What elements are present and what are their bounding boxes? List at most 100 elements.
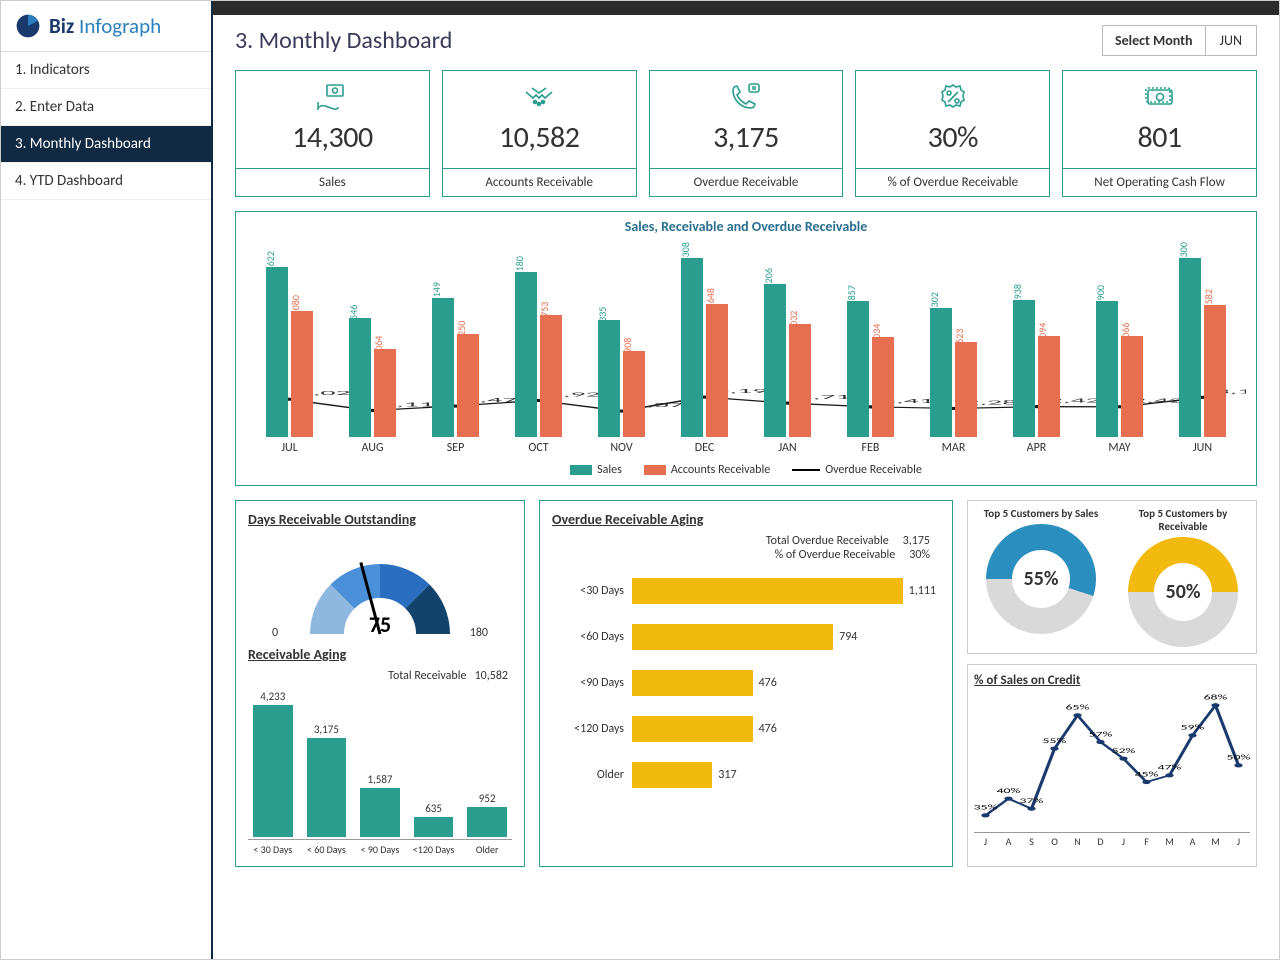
bar-ar: 10,080: [291, 311, 313, 437]
od-value: 476: [759, 722, 777, 736]
bar-ar: 8,034: [872, 337, 894, 437]
ra-bar: [360, 788, 400, 837]
soc-tick: D: [1089, 833, 1112, 848]
bar-sales: 10,857: [847, 301, 869, 437]
bar-ar: 7,064: [374, 349, 396, 437]
bar-ar: 8,250: [457, 334, 479, 437]
handshake-icon: [451, 81, 628, 113]
soc-tick: S: [1020, 833, 1043, 848]
bar-ar: 8,066: [1121, 336, 1143, 437]
ra-tick: <120 Days: [409, 840, 459, 856]
ra-col: 3,175: [302, 723, 352, 837]
month-selector[interactable]: Select Month JUN: [1102, 25, 1257, 56]
kpi-label: Overdue Receivable: [650, 168, 843, 196]
kpi-row: 14,300Sales10,582Accounts Receivable3,17…: [235, 70, 1257, 197]
soc-tick: N: [1066, 833, 1089, 848]
x-tick: JUN: [1165, 441, 1240, 455]
x-tick: APR: [999, 441, 1074, 455]
nav-item[interactable]: 1. Indicators: [1, 52, 211, 89]
od-label: <90 Days: [556, 676, 624, 690]
svg-text:55%: 55%: [1043, 737, 1067, 745]
x-tick: NOV: [584, 441, 659, 455]
phone-icon: [658, 81, 835, 113]
month-selector-label: Select Month: [1103, 26, 1206, 55]
x-tick: JAN: [750, 441, 825, 455]
od-value: 794: [839, 630, 857, 644]
soc-tick: J: [1227, 833, 1250, 848]
nav-item[interactable]: 4. YTD Dashboard: [1, 163, 211, 200]
ra-value: 1,587: [367, 773, 392, 786]
soc-tick: M: [1158, 833, 1181, 848]
bar-ar: 9,032: [789, 324, 811, 437]
kpi-card: 30%% of Overdue Receivable: [855, 70, 1050, 197]
kpi-label: Accounts Receivable: [443, 168, 636, 196]
soc-tick: A: [1181, 833, 1204, 848]
ra-col: 952: [462, 792, 512, 837]
ra-col: 1,587: [355, 773, 405, 837]
ra-value: 4,233: [260, 690, 285, 703]
money-hand-icon: [244, 81, 421, 113]
od-title: Overdue Receivable Aging: [552, 511, 940, 528]
svg-text:75: 75: [369, 611, 391, 638]
x-tick: MAY: [1082, 441, 1157, 455]
svg-text:40%: 40%: [997, 787, 1021, 795]
donut-receivable: Top 5 Customers by Receivable 50%: [1116, 507, 1250, 647]
od-row: <120 Days476: [556, 716, 936, 742]
main-chart-title: Sales, Receivable and Overdue Receivable: [246, 218, 1246, 235]
od-row: <30 Days 1,111: [556, 578, 936, 604]
od-label: <30 Days: [556, 584, 624, 598]
top5-panel: Top 5 Customers by Sales 55% Top 5 Custo…: [967, 500, 1257, 654]
bar-sales: 9,546: [349, 318, 371, 437]
nav-item[interactable]: 3. Monthly Dashboard: [1, 126, 211, 163]
soc-tick: F: [1135, 833, 1158, 848]
x-tick: DEC: [667, 441, 742, 455]
od-value: 476: [759, 676, 777, 690]
ra-x-axis: < 30 Days< 60 Days< 90 Days<120 DaysOlde…: [248, 839, 512, 856]
od-value: 1,111: [909, 584, 936, 598]
donut-sales-title: Top 5 Customers by Sales: [974, 507, 1108, 520]
od-label: <60 Days: [556, 630, 624, 644]
soc-tick: J: [974, 833, 997, 848]
od-bar: [632, 670, 753, 696]
ra-bar: [414, 817, 454, 837]
svg-text:37%: 37%: [1020, 797, 1044, 805]
month-group: 10,900 8,066: [1082, 301, 1157, 437]
kpi-value: 801: [1071, 119, 1248, 156]
x-axis: JULAUGSEPOCTNOVDECJANFEBMARAPRMAYJUN: [246, 437, 1246, 455]
od-row: Older317: [556, 762, 936, 788]
bar-ar: 8,094: [1038, 336, 1060, 437]
ra-tick: Older: [462, 840, 512, 856]
month-group: 14,300 10,582: [1165, 258, 1240, 437]
x-tick: MAR: [916, 441, 991, 455]
month-group: 10,857 8,034: [833, 301, 908, 437]
month-selector-value[interactable]: JUN: [1206, 26, 1256, 55]
logo: Biz Infograph: [1, 1, 211, 52]
ra-tick: < 30 Days: [248, 840, 298, 856]
ra-total: Total Receivable 10,582: [248, 669, 512, 683]
nav: 1. Indicators2. Enter Data3. Monthly Das…: [1, 52, 211, 200]
bar-sales: 11,149: [432, 298, 454, 437]
ra-tick: < 60 Days: [302, 840, 352, 856]
svg-text:68%: 68%: [1204, 694, 1228, 702]
x-tick: OCT: [501, 441, 576, 455]
nav-item[interactable]: 2. Enter Data: [1, 89, 211, 126]
bar-ar: 9,753: [540, 315, 562, 437]
bar-sales: 12,206: [764, 284, 786, 437]
kpi-label: % of Overdue Receivable: [856, 168, 1049, 196]
sidebar: Biz Infograph 1. Indicators2. Enter Data…: [1, 1, 213, 959]
od-summary-row: Total Overdue Receivable3,175: [552, 534, 930, 548]
main-chart: Sales, Receivable and Overdue Receivable…: [235, 211, 1257, 486]
ra-bar: [253, 705, 293, 837]
bar-ar: 10,582: [1204, 305, 1226, 437]
bar-sales: 10,302: [930, 308, 952, 437]
month-group: 14,308 10,648: [667, 258, 742, 437]
bar-sales: 14,308: [681, 258, 703, 437]
page-title: 3. Monthly Dashboard: [235, 26, 452, 55]
soc-tick: J: [1112, 833, 1135, 848]
ra-value: 952: [479, 792, 496, 805]
od-bar: [632, 624, 833, 650]
ra-bar: [467, 807, 507, 837]
soc-chart: 35%40%37%55%65%57%52%45%47%59%68%50%: [974, 692, 1250, 832]
ra-value: 635: [425, 802, 442, 815]
kpi-card: 801Net Operating Cash Flow: [1062, 70, 1257, 197]
